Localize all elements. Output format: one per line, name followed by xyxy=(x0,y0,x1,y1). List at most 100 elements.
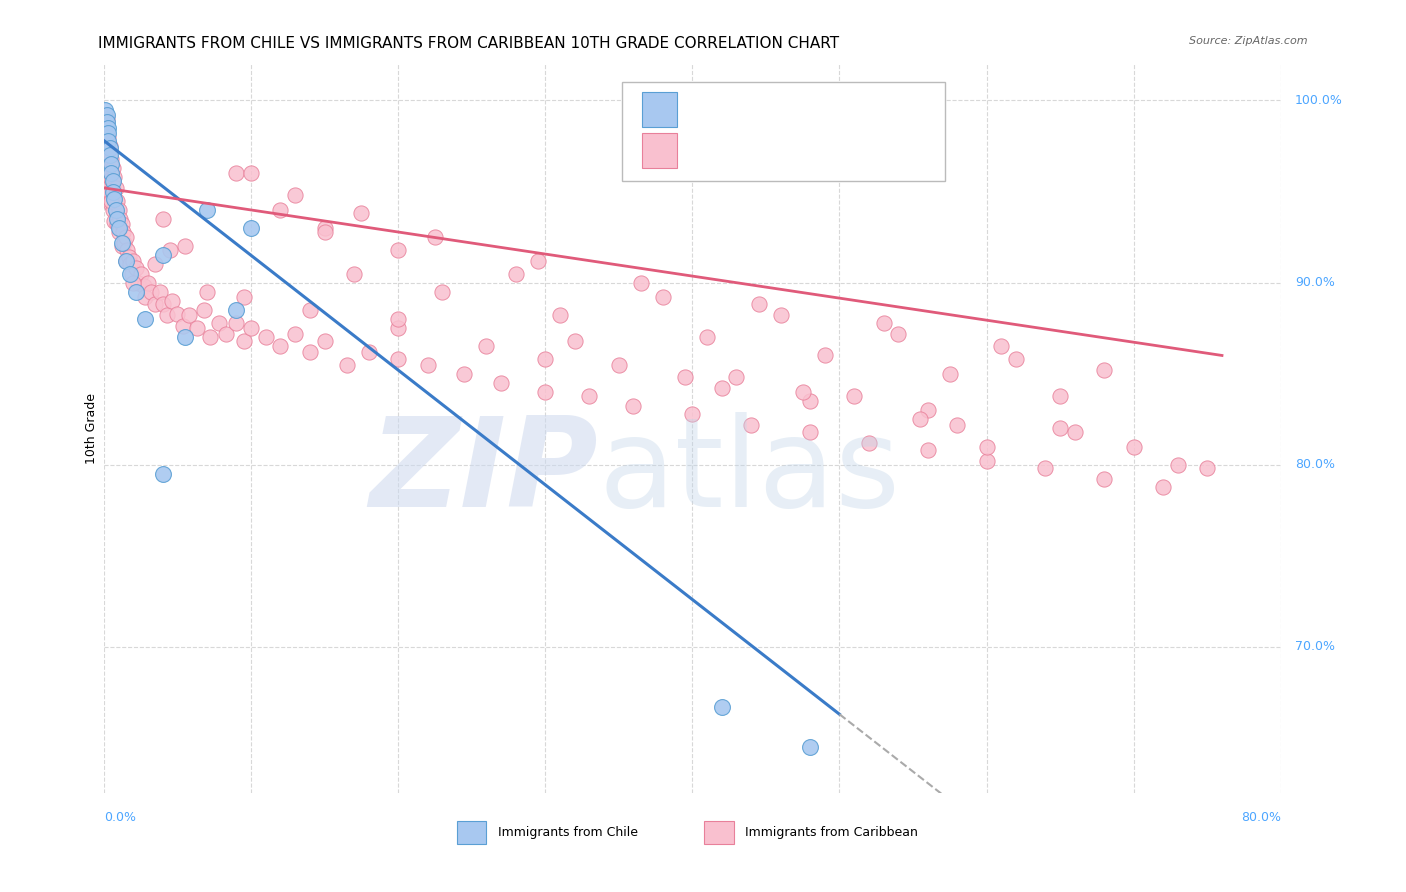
Point xyxy=(505,267,527,281)
Point xyxy=(115,253,138,268)
Point xyxy=(1049,388,1071,402)
Point xyxy=(97,126,120,140)
Point xyxy=(225,302,247,317)
Point xyxy=(143,297,166,311)
Point xyxy=(527,253,550,268)
Point xyxy=(101,181,124,195)
Point xyxy=(269,339,291,353)
Point xyxy=(858,435,880,450)
Point xyxy=(254,330,277,344)
Point xyxy=(769,309,792,323)
Point xyxy=(94,103,117,117)
Point xyxy=(104,202,127,217)
Point xyxy=(125,260,148,275)
Point xyxy=(97,129,120,144)
Point xyxy=(1005,352,1028,367)
Point xyxy=(946,417,969,432)
Point xyxy=(534,384,557,399)
Point xyxy=(269,202,291,217)
Point xyxy=(107,202,129,217)
Point xyxy=(152,467,174,481)
Point xyxy=(1092,363,1115,377)
Point xyxy=(115,230,138,244)
Point xyxy=(1167,458,1189,472)
Point xyxy=(98,141,121,155)
Point xyxy=(1049,421,1071,435)
Point xyxy=(100,194,122,208)
Point xyxy=(98,139,121,153)
Point xyxy=(110,239,132,253)
Point xyxy=(215,326,238,341)
Point xyxy=(387,321,409,335)
Point xyxy=(97,176,120,190)
Point xyxy=(696,330,718,344)
Point xyxy=(240,221,263,235)
Point xyxy=(489,376,512,390)
Point xyxy=(534,352,557,367)
Point xyxy=(475,339,498,353)
Point xyxy=(101,202,124,217)
Point xyxy=(94,166,117,180)
Point xyxy=(100,166,122,180)
Text: 0.0%: 0.0% xyxy=(104,811,136,824)
Bar xyxy=(641,93,678,128)
Point xyxy=(799,394,821,409)
Point xyxy=(156,309,179,323)
Text: Source: ZipAtlas.com: Source: ZipAtlas.com xyxy=(1189,36,1308,45)
Point xyxy=(710,700,733,714)
Point xyxy=(103,169,125,184)
Bar xyxy=(457,821,486,844)
Point xyxy=(103,192,125,206)
Point xyxy=(887,326,910,341)
Point xyxy=(298,344,321,359)
Point xyxy=(103,213,125,227)
Point xyxy=(127,276,149,290)
Point xyxy=(240,321,263,335)
Point xyxy=(101,161,124,175)
Text: 80.0%: 80.0% xyxy=(1241,811,1281,824)
Point xyxy=(107,221,129,235)
Point xyxy=(166,307,188,321)
Point xyxy=(725,370,748,384)
Text: 80.0%: 80.0% xyxy=(1295,458,1334,471)
Point xyxy=(110,235,132,250)
Point xyxy=(103,192,125,206)
Point xyxy=(578,388,600,402)
Text: ZIP: ZIP xyxy=(370,411,598,533)
Point xyxy=(96,115,118,129)
Text: 70.0%: 70.0% xyxy=(1295,640,1334,653)
Point xyxy=(976,440,998,454)
Point xyxy=(143,257,166,271)
Point xyxy=(623,400,645,414)
Point xyxy=(990,339,1012,353)
Point xyxy=(673,370,696,384)
Point xyxy=(193,302,215,317)
Point xyxy=(314,221,336,235)
Point xyxy=(100,171,122,186)
Point xyxy=(799,425,821,439)
Point xyxy=(125,285,148,299)
Point xyxy=(910,412,932,426)
Point xyxy=(1152,480,1174,494)
Point xyxy=(117,243,139,257)
Point xyxy=(314,334,336,348)
Point xyxy=(100,157,122,171)
Point xyxy=(101,173,124,187)
Point xyxy=(97,188,120,202)
Point xyxy=(681,407,703,421)
Point xyxy=(1197,461,1219,475)
FancyBboxPatch shape xyxy=(621,82,945,180)
Point xyxy=(1063,425,1085,439)
Point xyxy=(100,197,122,211)
Point xyxy=(564,334,586,348)
Point xyxy=(432,285,454,299)
Point xyxy=(423,230,446,244)
Point xyxy=(104,181,127,195)
Point xyxy=(207,316,229,330)
Point xyxy=(120,267,142,281)
Point xyxy=(416,358,439,372)
Point xyxy=(173,330,195,344)
Point xyxy=(104,202,127,217)
Point xyxy=(651,290,673,304)
Point xyxy=(96,112,118,126)
